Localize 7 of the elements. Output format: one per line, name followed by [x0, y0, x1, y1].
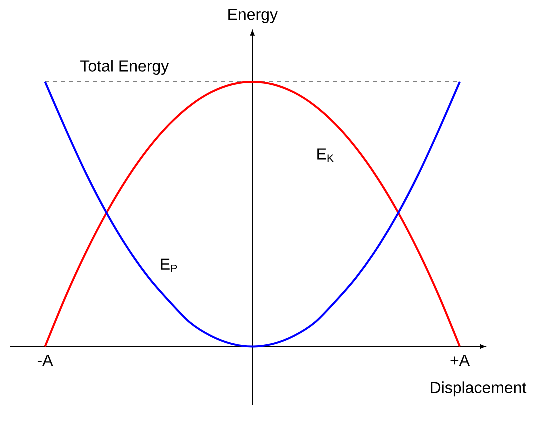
x-tick-label: +A: [450, 355, 470, 366]
series-label: E$_{K}$: [318, 148, 334, 162]
x-axis-title: Displacement: [431, 382, 527, 397]
ref-line-label: Total Energy: [80, 60, 170, 76]
y-axis-title: Energy: [228, 9, 278, 24]
x-tick-label: -A: [38, 355, 54, 366]
series-label: E$_{P}$: [161, 258, 178, 272]
